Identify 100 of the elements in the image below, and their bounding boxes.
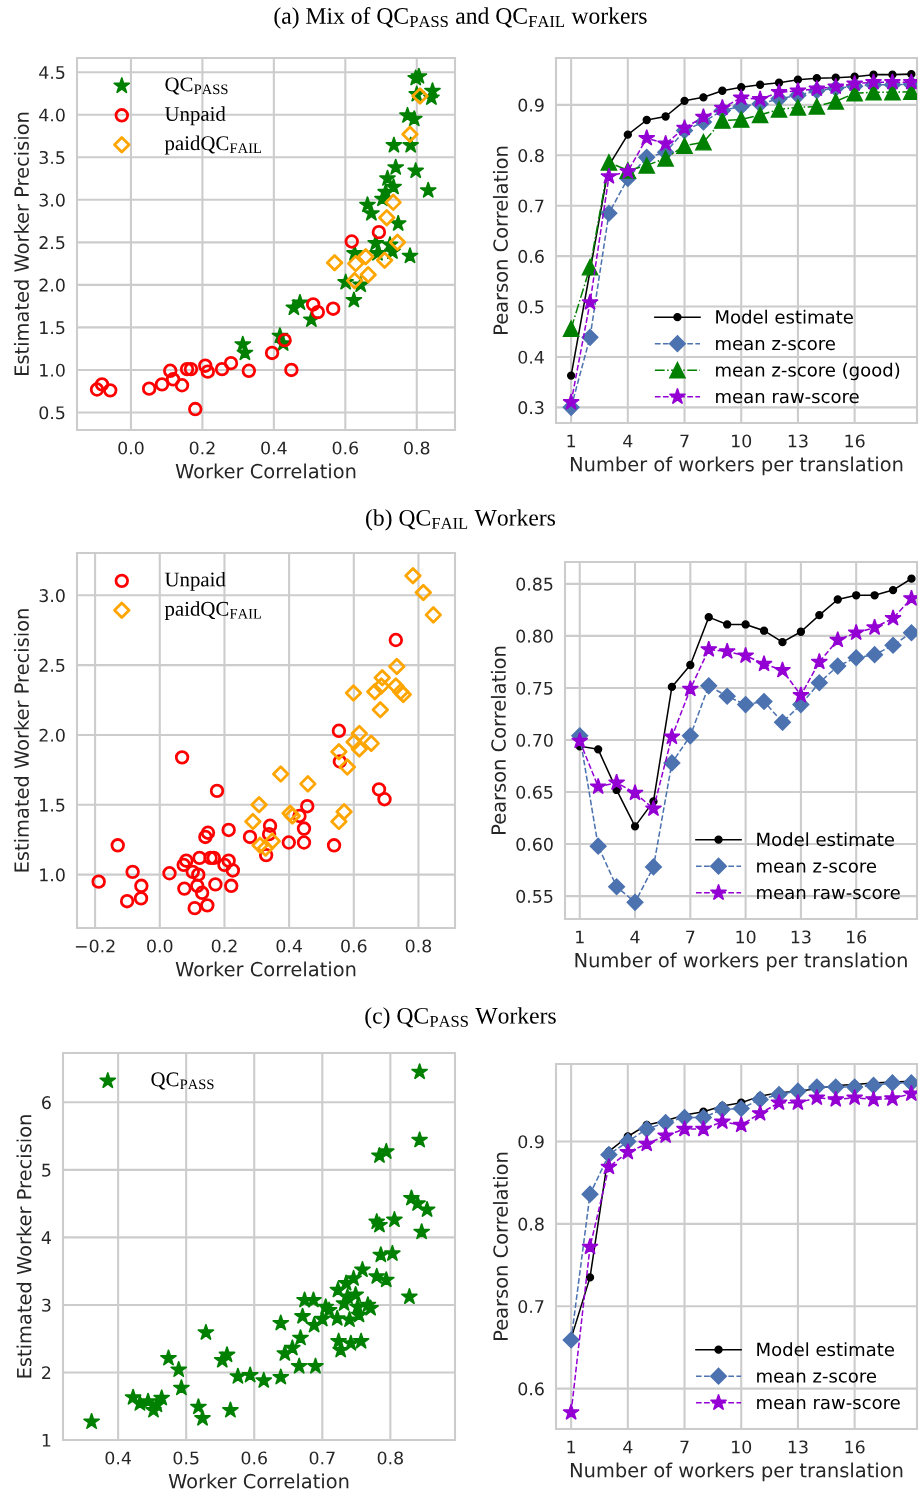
x-tick-label: 0.6 [341, 939, 367, 953]
x-tick-label: 4 [630, 930, 640, 944]
y-tick-label: 0.3 [518, 401, 544, 415]
y-tick-label: 3.0 [39, 589, 65, 603]
x-tick-label: 0.6 [241, 1451, 267, 1465]
x-tick-label: 16 [847, 930, 867, 944]
y-tick-label: 3 [42, 1298, 51, 1312]
legend-label: mean z-score [716, 339, 835, 351]
x-tick-label: 7 [680, 1440, 689, 1454]
legend-label: mean z-score [757, 862, 877, 873]
y-tick-label: 0.85 [516, 577, 553, 591]
legend-label: mean raw-score [716, 392, 859, 404]
x-tick-label: 0.2 [189, 441, 215, 455]
x-tick-label: 0.4 [105, 1451, 131, 1465]
y-tick-label: 1.5 [40, 798, 65, 812]
y-tick-label: 0.6 [518, 249, 544, 263]
y-axis-title: Estimated Worker Precision [13, 609, 29, 872]
y-tick-label: 0.70 [516, 733, 553, 747]
y-tick-label: 0.9 [518, 98, 544, 112]
y-tick-label: 0.8 [518, 1217, 544, 1231]
legend-label: paidQC$_{FAIL}$ [164, 601, 262, 621]
x-tick-label: 0.8 [405, 939, 432, 953]
x-tick-label: 1 [576, 930, 584, 944]
y-tick-label: 0.65 [516, 785, 553, 799]
y-tick-label: 2.0 [39, 728, 65, 742]
x-tick-label: 7 [680, 434, 689, 448]
y-tick-label: 2.5 [39, 658, 65, 672]
x-tick-label: 16 [845, 434, 865, 448]
y-tick-label: 4 [41, 1231, 51, 1244]
x-axis-title: Number of workers per translation [570, 1462, 903, 1482]
y-tick-label: 5 [42, 1163, 51, 1177]
x-tick-label: 4 [623, 1440, 633, 1454]
chart-title: (b) QC$_{FAIL}$ Workers [366, 509, 556, 531]
y-tick-label: 0.7 [518, 199, 544, 213]
x-tick-label: 10 [732, 1440, 752, 1454]
legend-label: Unpaid [164, 571, 226, 591]
y-tick-label: 2.5 [39, 236, 65, 250]
x-tick-label: 0.0 [118, 441, 144, 455]
y-tick-label: 0.75 [516, 681, 553, 695]
chart-title: (c) QC$_{PASS}$ Workers [365, 1007, 556, 1029]
x-tick-label: 4 [623, 434, 633, 448]
y-axis-title: Pearson Correlation [492, 1152, 508, 1340]
y-tick-label: 1.0 [40, 868, 65, 882]
y-axis-title: Pearson Correlation [490, 646, 506, 834]
x-axis-title: Worker Correlation [175, 463, 356, 479]
y-tick-label: 3.0 [39, 193, 65, 207]
x-tick-label: 0.8 [404, 441, 430, 455]
x-axis-title: Worker Correlation [175, 961, 356, 977]
y-tick-label: 0.60 [516, 837, 553, 851]
x-tick-label: 0.0 [147, 939, 173, 953]
legend-label: Model estimate [716, 309, 853, 324]
x-tick-label: 0.4 [276, 939, 302, 953]
legend-label: mean z-score (good) [716, 362, 900, 381]
y-tick-label: 0.5 [39, 406, 65, 420]
y-tick-label: 0.6 [518, 1382, 544, 1396]
legend-label: mean raw-score [757, 888, 900, 900]
legend-label: mean raw-score [757, 1398, 900, 1410]
y-tick-label: 0.5 [518, 300, 544, 314]
x-axis-title: Worker Correlation [168, 1473, 349, 1489]
x-tick-label: 0.7 [309, 1451, 335, 1465]
chart-title: (a) Mix of QC$_{PASS}$ and QC$_{FAIL}$ workers [274, 7, 647, 29]
y-axis-title: Pearson Correlation [492, 146, 508, 334]
y-axis-title: Estimated Worker Precision [13, 112, 29, 375]
y-axis-title: Estimated Worker Precision [16, 1115, 32, 1378]
x-tick-label: 0.4 [261, 441, 287, 455]
x-tick-label: 13 [788, 1440, 808, 1454]
y-tick-label: 3.5 [39, 150, 65, 165]
x-tick-label: 13 [788, 434, 808, 448]
legend-label: paidQC$_{FAIL}$ [164, 135, 262, 155]
y-tick-label: 0.80 [516, 629, 553, 643]
x-tick-label: 0.5 [173, 1451, 199, 1465]
x-tick-label: 13 [791, 930, 811, 944]
legend-label: QC$_{PASS}$ [165, 77, 228, 95]
y-tick-label: 1.5 [40, 321, 65, 335]
y-tick-label: 0.9 [518, 1135, 544, 1149]
y-tick-label: 1.0 [40, 363, 65, 377]
x-tick-label: 10 [736, 930, 756, 944]
y-tick-label: 4.0 [39, 108, 65, 122]
x-tick-label: 10 [732, 434, 752, 448]
x-axis-title: Number of workers per translation [575, 952, 907, 972]
legend-label: Model estimate [757, 1342, 894, 1357]
x-tick-label: 0.6 [332, 441, 359, 455]
x-tick-label: 16 [845, 1440, 865, 1454]
legend-label: Unpaid [164, 106, 226, 126]
legend-label: mean z-score [757, 1372, 877, 1383]
x-tick-label: 0.8 [377, 1451, 403, 1465]
x-tick-label: 7 [686, 930, 695, 944]
x-tick-label: 0.2 [211, 939, 237, 953]
y-tick-label: 4.5 [39, 66, 65, 80]
y-tick-label: 2.0 [39, 278, 65, 292]
legend-label: QC$_{PASS}$ [151, 1072, 214, 1090]
x-tick-label: 1 [567, 1440, 576, 1454]
x-axis-title: Number of workers per translation [570, 456, 903, 476]
y-tick-label: 6 [42, 1096, 51, 1110]
y-tick-label: 0.4 [518, 350, 544, 364]
x-tick-label: 1 [567, 434, 576, 448]
y-tick-label: 0.8 [518, 149, 544, 163]
y-tick-label: 2 [42, 1366, 51, 1380]
y-tick-label: 0.7 [518, 1299, 544, 1314]
y-tick-label: 0.55 [516, 889, 553, 903]
